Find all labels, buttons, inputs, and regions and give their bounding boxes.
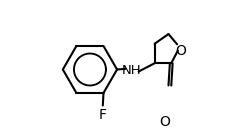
Text: NH: NH [122, 64, 141, 77]
Text: O: O [159, 115, 170, 129]
Text: O: O [175, 44, 186, 58]
Text: F: F [99, 108, 107, 122]
